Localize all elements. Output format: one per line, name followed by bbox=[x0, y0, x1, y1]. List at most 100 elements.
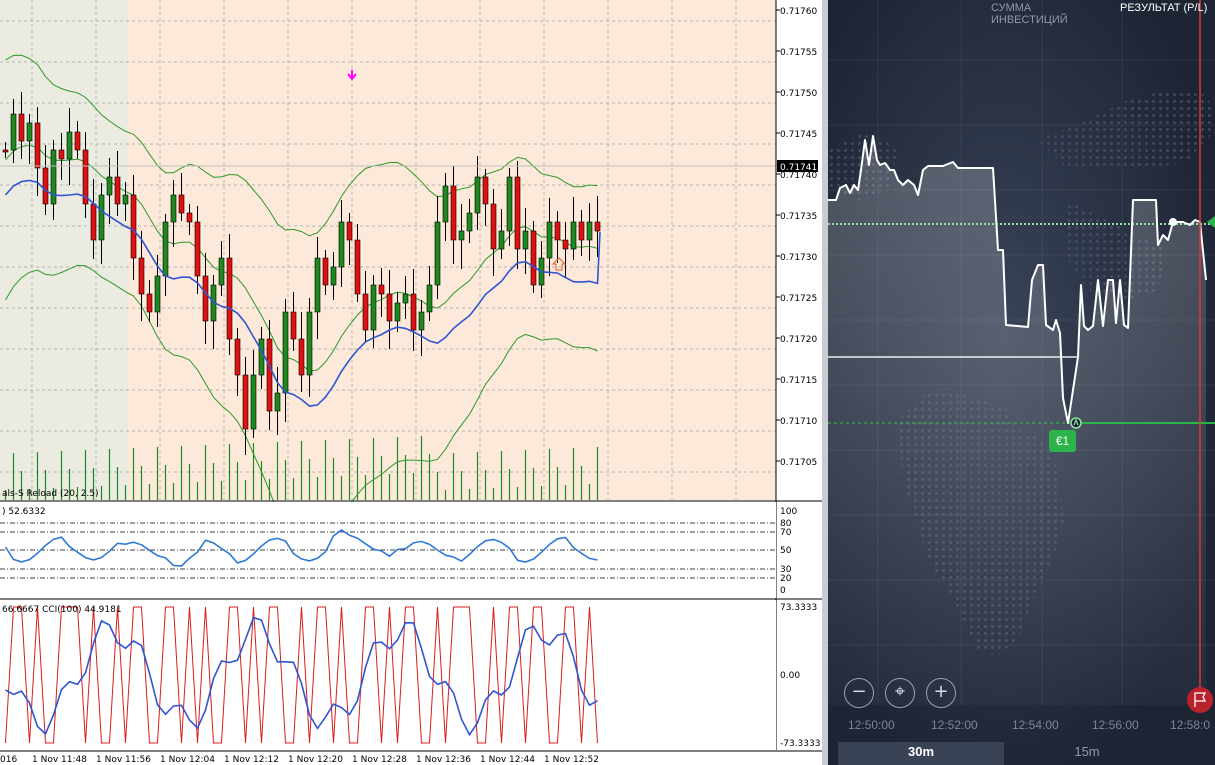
candle-body[interactable] bbox=[250, 374, 257, 430]
center-chart-button[interactable]: ⌖ bbox=[885, 678, 915, 708]
candle-body[interactable] bbox=[490, 203, 497, 250]
candle-body[interactable] bbox=[402, 293, 409, 304]
price-label: 0.71725 bbox=[780, 294, 817, 304]
candle-body[interactable] bbox=[130, 194, 137, 259]
candle-body[interactable] bbox=[466, 212, 473, 232]
candle-body[interactable] bbox=[554, 221, 561, 241]
candle-body[interactable] bbox=[66, 131, 73, 160]
candle-body[interactable] bbox=[578, 221, 585, 241]
price-label: 0.71740 bbox=[780, 171, 817, 181]
window-separator[interactable] bbox=[822, 0, 828, 765]
time-label: 1 Nov 12:52 bbox=[544, 755, 599, 765]
iqoption-chart-window[interactable]: €1 СУММА ИНВЕСТИЦИЙ РЕЗУЛЬТАТ (P/L) − ⌖ … bbox=[828, 0, 1215, 765]
candle-body[interactable] bbox=[18, 113, 25, 142]
price-marker-icon bbox=[1207, 216, 1215, 228]
candle-body[interactable] bbox=[594, 221, 601, 232]
candle-body[interactable] bbox=[202, 275, 209, 322]
candle-body[interactable] bbox=[418, 311, 425, 331]
candle-body[interactable] bbox=[194, 221, 201, 277]
candle-body[interactable] bbox=[42, 167, 49, 205]
time-label: 12:56:00 bbox=[1092, 718, 1139, 732]
candle-body[interactable] bbox=[498, 230, 505, 250]
candle-body[interactable] bbox=[410, 293, 417, 331]
candle-body[interactable] bbox=[354, 239, 361, 295]
tab-15m[interactable]: 15m bbox=[1074, 744, 1100, 759]
metatrader-chart[interactable]: als-S Reload (20, 2.5) 0.71760 0.71755 0.7… bbox=[0, 0, 822, 765]
candle-body[interactable] bbox=[26, 122, 33, 142]
candle-body[interactable] bbox=[386, 293, 393, 322]
candle-body[interactable] bbox=[442, 185, 449, 223]
time-label: 016 bbox=[0, 755, 17, 765]
zoom-out-button[interactable]: − bbox=[844, 678, 874, 708]
candle-body[interactable] bbox=[426, 284, 433, 313]
candle-body[interactable] bbox=[242, 374, 249, 430]
candle-body[interactable] bbox=[322, 257, 329, 286]
candle-body[interactable] bbox=[306, 311, 313, 376]
candle-body[interactable] bbox=[122, 194, 129, 205]
candle-body[interactable] bbox=[10, 113, 17, 151]
candle-body[interactable] bbox=[330, 266, 337, 286]
candle-body[interactable] bbox=[290, 311, 297, 340]
indicator-label: als-S Reload (20, 2.5) bbox=[2, 489, 99, 499]
candle-body[interactable] bbox=[266, 338, 273, 412]
candle-body[interactable] bbox=[522, 230, 529, 250]
candle-body[interactable] bbox=[226, 257, 233, 340]
candle-body[interactable] bbox=[482, 176, 489, 205]
candle-body[interactable] bbox=[530, 230, 537, 286]
tab-30m[interactable]: 30m bbox=[907, 744, 935, 759]
candle-body[interactable] bbox=[282, 311, 289, 394]
candle-body[interactable] bbox=[58, 149, 65, 160]
metatrader-chart-window[interactable]: als-S Reload (20, 2.5) 0.71760 0.71755 0.7… bbox=[0, 0, 822, 765]
candle-body[interactable] bbox=[474, 176, 481, 214]
candle-body[interactable] bbox=[50, 149, 57, 205]
time-label: 1 Nov 12:36 bbox=[416, 755, 471, 765]
candlesticks[interactable] bbox=[2, 92, 601, 455]
rsi-line bbox=[4, 529, 598, 567]
candle-body[interactable] bbox=[298, 338, 305, 376]
candle-body[interactable] bbox=[450, 185, 457, 241]
candle-body[interactable] bbox=[546, 221, 553, 259]
candle-body[interactable] bbox=[378, 284, 385, 295]
candle-body[interactable] bbox=[434, 221, 441, 286]
candle-body[interactable] bbox=[82, 149, 89, 205]
candle-body[interactable] bbox=[186, 212, 193, 223]
candle-body[interactable] bbox=[218, 257, 225, 286]
candle-body[interactable] bbox=[234, 338, 241, 376]
candle-body[interactable] bbox=[154, 275, 161, 313]
candle-body[interactable] bbox=[258, 338, 265, 376]
candle-body[interactable] bbox=[314, 257, 321, 313]
candle-body[interactable] bbox=[394, 302, 401, 322]
trade-badge[interactable] bbox=[1049, 430, 1076, 452]
zoom-in-button[interactable]: + bbox=[926, 678, 956, 708]
expiry-flag-button[interactable] bbox=[1187, 687, 1213, 713]
candle-body[interactable] bbox=[138, 257, 145, 295]
candle-body[interactable] bbox=[338, 221, 345, 268]
candle-body[interactable] bbox=[458, 230, 465, 241]
candle-body[interactable] bbox=[162, 221, 169, 277]
price-area bbox=[828, 136, 1206, 705]
iqoption-chart[interactable]: €1 bbox=[828, 0, 1215, 765]
candle-body[interactable] bbox=[586, 221, 593, 241]
candle-body[interactable] bbox=[346, 221, 353, 241]
candle-body[interactable] bbox=[98, 194, 105, 241]
candle-body[interactable] bbox=[178, 194, 185, 214]
candle-body[interactable] bbox=[74, 131, 81, 151]
time-label: 1 Nov 11:56 bbox=[96, 755, 151, 765]
candle-body[interactable] bbox=[106, 176, 113, 196]
candle-body[interactable] bbox=[2, 149, 9, 153]
candle-body[interactable] bbox=[562, 239, 569, 250]
trade-entry-point[interactable] bbox=[1070, 417, 1082, 429]
candle-body[interactable] bbox=[90, 203, 97, 241]
candle-body[interactable] bbox=[170, 194, 177, 223]
time-label: 12:54:00 bbox=[1012, 718, 1059, 732]
candle-body[interactable] bbox=[34, 122, 41, 169]
candle-body[interactable] bbox=[506, 176, 513, 232]
candle-body[interactable] bbox=[274, 392, 281, 412]
candle-body[interactable] bbox=[570, 221, 577, 250]
price-label: 0.71750 bbox=[780, 89, 817, 99]
candle-body[interactable] bbox=[370, 284, 377, 331]
candle-body[interactable] bbox=[514, 176, 521, 250]
candle-body[interactable] bbox=[362, 293, 369, 331]
candle-body[interactable] bbox=[114, 176, 121, 205]
candle-body[interactable] bbox=[146, 293, 153, 313]
